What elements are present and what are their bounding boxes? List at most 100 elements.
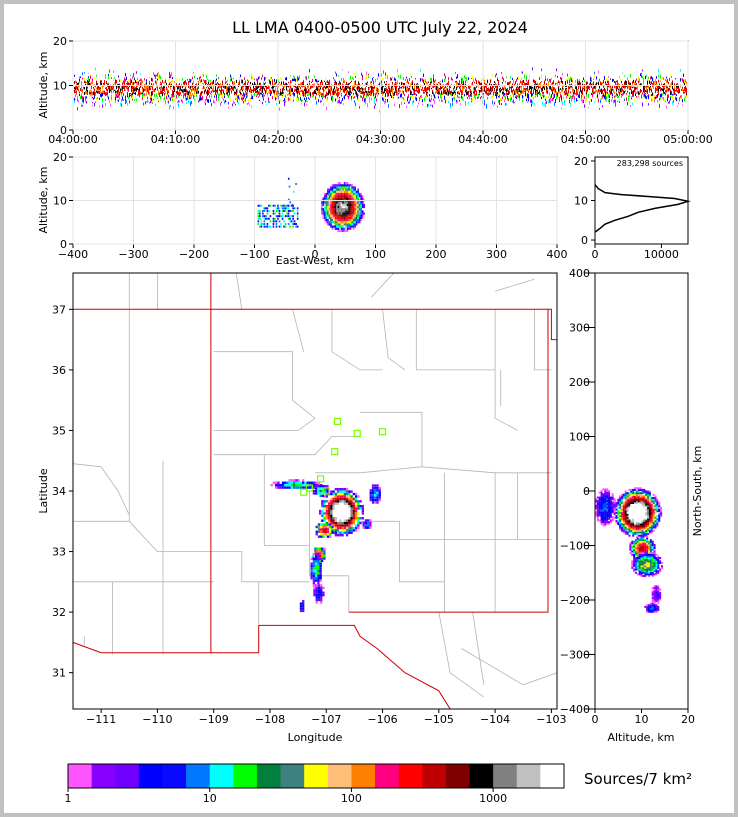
- time-density-mark: [517, 95, 518, 98]
- eastwest-density-mark: [357, 190, 359, 193]
- time-density-mark: [431, 95, 432, 98]
- time-density-mark: [223, 85, 224, 88]
- eastwest-density-mark: [349, 223, 352, 226]
- time-density-mark: [381, 95, 382, 98]
- time-density-mark: [266, 103, 267, 105]
- time-density-mark: [519, 88, 520, 92]
- plan-density-mark: [332, 521, 335, 525]
- eastwest-density-mark: [275, 220, 278, 223]
- time-density-mark: [555, 98, 556, 103]
- time-density-mark: [616, 89, 617, 92]
- time-density-mark: [417, 90, 418, 93]
- time-density-mark: [264, 77, 265, 79]
- time-density-mark: [426, 91, 427, 95]
- time-density-mark: [519, 93, 520, 97]
- eastwest-density-mark: [361, 216, 364, 219]
- eastwest-density-mark: [278, 207, 281, 210]
- eastwest-density-mark: [290, 215, 293, 218]
- time-density-mark: [165, 91, 166, 94]
- time-density-mark: [578, 89, 579, 91]
- time-density-mark: [623, 93, 624, 95]
- time-density-mark: [403, 90, 404, 95]
- time-density-mark: [337, 93, 338, 98]
- eastwest-density-mark: [345, 225, 347, 228]
- time-density-mark: [366, 94, 367, 98]
- time-density-mark: [345, 88, 346, 91]
- eastwest-density-mark: [349, 184, 352, 187]
- plan-density-mark: [327, 500, 331, 503]
- time-density-mark: [147, 96, 148, 100]
- time-density-mark: [521, 86, 522, 90]
- eastwest-density-mark: [328, 203, 331, 206]
- time-density-mark: [188, 94, 189, 97]
- plan-density-mark: [323, 517, 326, 520]
- plan-density-mark: [343, 521, 347, 525]
- eastwest-density-mark: [331, 205, 334, 209]
- eastwest-density-mark: [330, 201, 332, 204]
- time-density-mark: [231, 76, 232, 78]
- plan-density-mark: [343, 490, 347, 493]
- time-density-mark: [216, 94, 217, 99]
- eastwest-density-mark: [331, 197, 334, 200]
- time-density-mark: [189, 93, 190, 95]
- time-density-mark: [389, 88, 390, 92]
- time-density-mark: [233, 77, 234, 80]
- time-density-mark: [474, 89, 475, 93]
- time-density-mark: [138, 82, 139, 86]
- time-density-mark: [248, 81, 249, 83]
- time-density-mark: [507, 89, 508, 92]
- eastwest-density-mark: [346, 201, 349, 204]
- eastwest-density-mark: [339, 212, 341, 215]
- time-density-mark: [281, 93, 282, 95]
- time-density-mark: [475, 77, 476, 81]
- eastwest-density-mark: [355, 190, 358, 193]
- time-density-mark: [373, 89, 374, 94]
- eastwest-density-mark: [348, 184, 350, 187]
- time-density-mark: [132, 85, 133, 90]
- time-density-mark: [526, 92, 527, 97]
- eastwest-density-mark: [331, 190, 334, 193]
- time-density-mark: [237, 98, 238, 103]
- eastwest-density-mark: [348, 192, 350, 196]
- time-density-mark: [136, 98, 137, 102]
- time-density-mark: [258, 76, 259, 80]
- time-density-mark: [124, 89, 125, 91]
- time-density-mark: [374, 86, 375, 89]
- time-density-mark: [656, 81, 657, 85]
- time-density-mark: [320, 86, 321, 90]
- time-density-mark: [221, 85, 222, 88]
- time-density-mark: [513, 99, 514, 102]
- eastwest-density-mark: [348, 208, 350, 211]
- time-density-mark: [428, 81, 429, 84]
- eastwest-density-mark: [336, 208, 338, 211]
- time-density-mark: [507, 96, 508, 100]
- time-density-mark: [182, 86, 183, 89]
- time-density-mark: [261, 92, 262, 95]
- time-density-mark: [660, 94, 661, 98]
- time-density-mark: [84, 80, 85, 84]
- time-density-mark: [321, 79, 322, 83]
- time-density-mark: [158, 91, 159, 96]
- time-density-mark: [448, 83, 449, 86]
- time-density-mark: [588, 85, 589, 89]
- time-density-mark: [392, 87, 393, 91]
- time-density-mark: [95, 85, 96, 88]
- time-density-mark: [306, 88, 307, 93]
- time-density-mark: [75, 91, 76, 94]
- time-density-mark: [168, 99, 169, 104]
- time-density-mark: [594, 71, 595, 75]
- plan-density-mark: [336, 507, 340, 510]
- time-density-mark: [646, 96, 647, 100]
- eastwest-density-mark: [322, 212, 325, 215]
- time-density-mark: [248, 100, 249, 105]
- time-axis-tick-label: 04:20:00: [253, 133, 302, 146]
- time-density-mark: [272, 96, 273, 100]
- time-density-mark: [647, 80, 648, 85]
- time-density-mark: [167, 98, 168, 100]
- time-density-mark: [218, 78, 219, 81]
- eastwest-density-mark: [334, 218, 337, 222]
- time-density-mark: [234, 92, 235, 96]
- time-density-mark: [471, 93, 472, 97]
- eastwest-density-mark: [334, 227, 337, 230]
- plan-density-mark: [339, 512, 342, 515]
